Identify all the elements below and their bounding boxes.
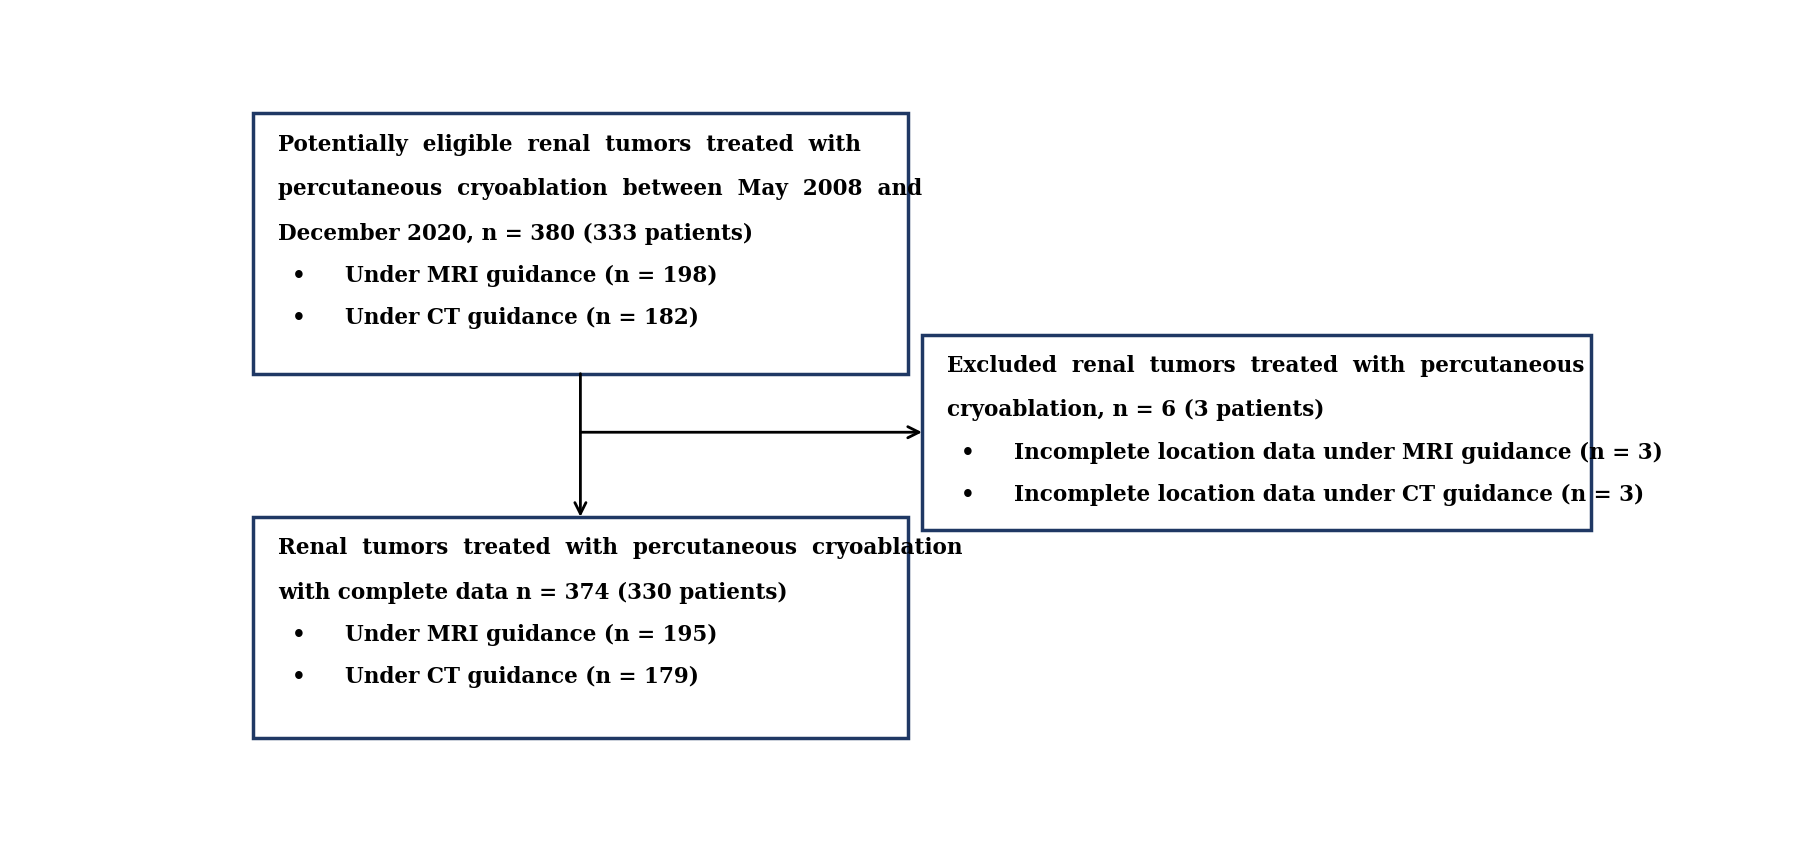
Text: with complete data n = 374 (330 patients): with complete data n = 374 (330 patients… (277, 581, 788, 603)
Text: Potentially  eligible  renal  tumors  treated  with: Potentially eligible renal tumors treate… (277, 133, 859, 156)
Text: Under CT guidance (n = 182): Under CT guidance (n = 182) (345, 306, 698, 328)
FancyBboxPatch shape (922, 335, 1591, 530)
Text: Incomplete location data under CT guidance (n = 3): Incomplete location data under CT guidan… (1014, 484, 1643, 506)
Text: Under CT guidance (n = 179): Under CT guidance (n = 179) (345, 665, 698, 688)
Text: Under MRI guidance (n = 195): Under MRI guidance (n = 195) (345, 623, 717, 645)
Text: •: • (291, 306, 306, 328)
Text: Excluded  renal  tumors  treated  with  percutaneous: Excluded renal tumors treated with percu… (946, 354, 1584, 376)
FancyBboxPatch shape (252, 114, 908, 374)
Text: •: • (960, 484, 975, 506)
Text: percutaneous  cryoablation  between  May  2008  and: percutaneous cryoablation between May 20… (277, 178, 921, 200)
Text: •: • (291, 623, 306, 645)
Text: Under MRI guidance (n = 198): Under MRI guidance (n = 198) (345, 264, 717, 286)
Text: •: • (291, 665, 306, 687)
Text: December 2020, n = 380 (333 patients): December 2020, n = 380 (333 patients) (277, 222, 752, 244)
Text: •: • (291, 264, 306, 286)
Text: Incomplete location data under MRI guidance (n = 3): Incomplete location data under MRI guida… (1014, 441, 1661, 463)
Text: Renal  tumors  treated  with  percutaneous  cryoablation: Renal tumors treated with percutaneous c… (277, 537, 962, 559)
Text: cryoablation, n = 6 (3 patients): cryoablation, n = 6 (3 patients) (946, 399, 1323, 421)
Text: •: • (960, 441, 975, 463)
FancyBboxPatch shape (252, 517, 908, 738)
